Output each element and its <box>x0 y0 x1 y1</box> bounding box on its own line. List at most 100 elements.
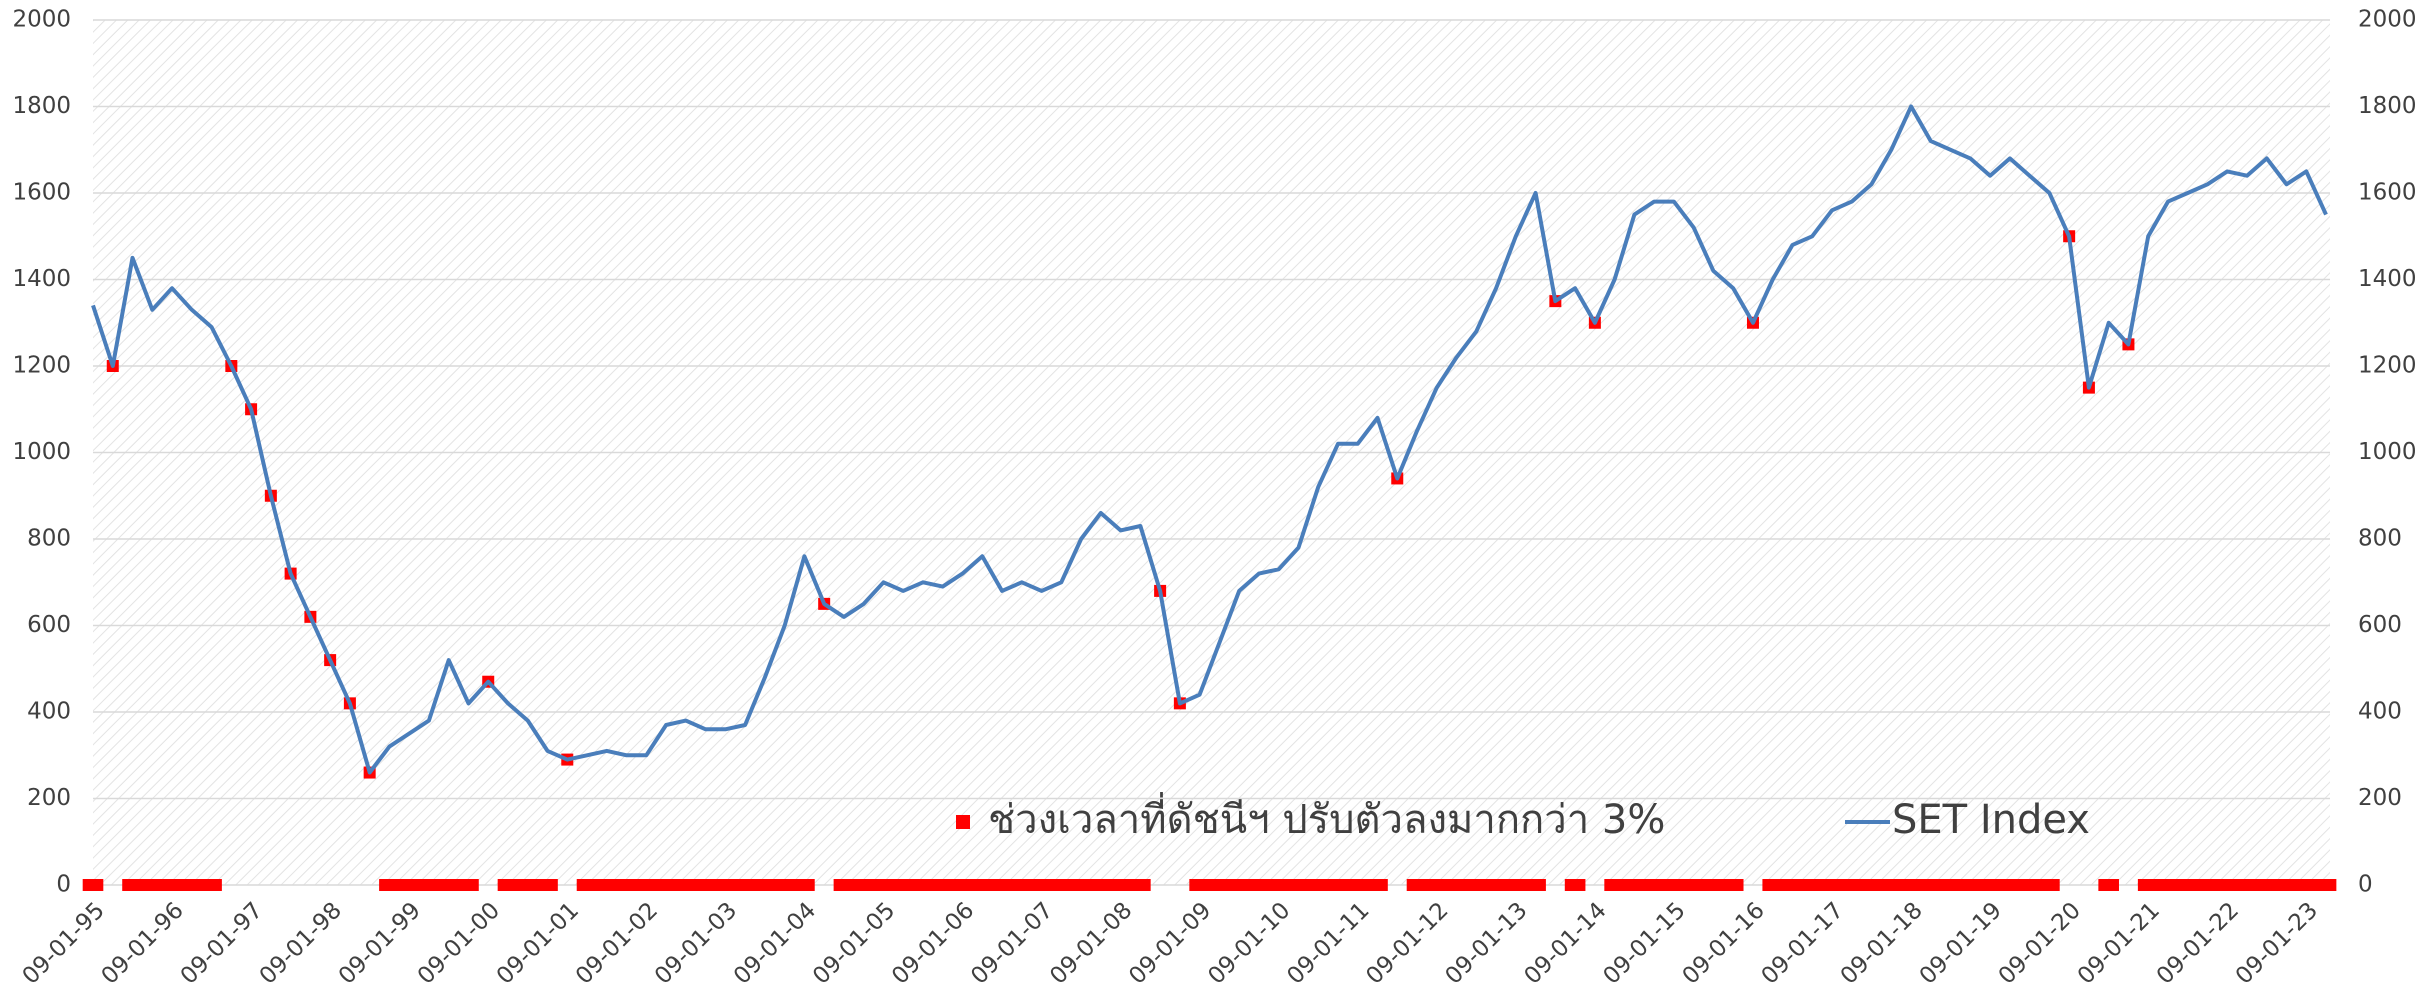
drop-marker <box>1130 879 1151 891</box>
drop-marker <box>141 879 163 891</box>
y2-tick-label: 1600 <box>2358 180 2417 206</box>
y2-tick-label: 1800 <box>2358 93 2417 119</box>
drop-marker <box>1643 879 1665 891</box>
y2-tick-label: 200 <box>2358 785 2402 811</box>
drop-marker <box>715 879 736 891</box>
y-tick-label: 0 <box>56 872 71 898</box>
drop-marker <box>754 879 776 891</box>
x-tick-label: 09-01-23 <box>2231 897 2323 984</box>
drop-marker <box>1505 879 1527 891</box>
y-tick-label: 1400 <box>12 266 71 292</box>
drop-marker <box>2039 879 2060 891</box>
y2-tick-label: 400 <box>2358 699 2402 725</box>
y-tick-label: 600 <box>27 612 71 638</box>
drop-marker <box>833 879 855 891</box>
drop-marker <box>1090 879 1112 891</box>
legend-label: ช่วงเวลาที่ดัชนีฯ ปรับตัวลงมากกว่า 3% <box>988 792 1665 843</box>
drop-marker <box>695 879 716 891</box>
drop-marker <box>181 879 203 891</box>
drop-marker <box>1604 879 1625 891</box>
drop-marker <box>1307 879 1329 891</box>
drop-marker <box>1189 879 1210 891</box>
drop-marker <box>1564 879 1586 891</box>
drop-marker <box>1841 879 1863 891</box>
y-tick-label: 1000 <box>12 439 71 465</box>
y2-tick-label: 1000 <box>2358 439 2417 465</box>
y2-tick-label: 1400 <box>2358 266 2417 292</box>
drop-marker <box>1624 879 1645 891</box>
drop-marker <box>1327 879 1349 891</box>
drop-marker <box>1960 879 1981 891</box>
y-tick-label: 1600 <box>12 180 71 206</box>
drop-marker <box>774 879 795 891</box>
drop-marker <box>853 879 875 891</box>
drop-marker <box>1051 879 1072 891</box>
drop-marker <box>1347 879 1369 891</box>
y2-tick-label: 0 <box>2358 872 2373 898</box>
drop-marker <box>873 879 894 891</box>
drop-marker <box>2019 879 2040 891</box>
drop-marker <box>82 879 104 891</box>
drop-marker <box>1683 879 1704 891</box>
drop-marker <box>517 879 539 891</box>
drop-marker <box>655 879 677 891</box>
drop-marker <box>1900 879 1922 891</box>
y-tick-label: 1200 <box>12 353 71 379</box>
y-tick-label: 2000 <box>12 7 71 33</box>
y-tick-label: 1800 <box>12 93 71 119</box>
drop-marker <box>1979 879 2001 891</box>
drop-marker <box>201 879 222 891</box>
drop-marker <box>1801 879 1823 891</box>
drop-marker <box>418 879 440 891</box>
drop-marker <box>1762 879 1784 891</box>
drop-marker <box>1446 879 1467 891</box>
index-line <box>91 104 2328 775</box>
drop-marker <box>576 879 598 891</box>
drop-marker <box>971 879 993 891</box>
y-tick-label: 200 <box>27 785 71 811</box>
drop-marker <box>122 879 143 891</box>
drop-marker <box>2276 879 2297 891</box>
drop-marker <box>1722 879 1744 891</box>
drop-marker <box>2216 879 2238 891</box>
drop-marker <box>2236 879 2258 891</box>
drop-marker <box>636 879 657 891</box>
drop-marker <box>1920 879 1942 891</box>
drop-marker <box>734 879 756 891</box>
drop-marker <box>1703 879 1724 891</box>
y2-tick-label: 600 <box>2358 612 2402 638</box>
drop-marker <box>794 879 815 891</box>
drop-marker <box>616 879 637 891</box>
drop-marker <box>1525 879 1546 891</box>
drop-marker <box>1465 879 1487 891</box>
drop-marker <box>1940 879 1961 891</box>
y2-tick-label: 800 <box>2358 526 2402 552</box>
drop-marker <box>991 879 1013 891</box>
drop-marker <box>1209 879 1230 891</box>
drop-marker <box>1782 879 1803 891</box>
drop-marker <box>1228 879 1250 891</box>
y-tick-label: 400 <box>27 699 71 725</box>
drop-marker <box>2137 879 2159 891</box>
drop-marker <box>2177 879 2199 891</box>
y2-tick-label: 2000 <box>2358 7 2417 33</box>
drop-marker <box>1406 879 1428 891</box>
y-tick-label: 800 <box>27 526 71 552</box>
y2-tick-label: 1200 <box>2358 353 2417 379</box>
drop-marker <box>2315 879 2337 891</box>
drop-marker <box>1821 879 1843 891</box>
drop-marker <box>537 879 558 891</box>
drop-marker <box>438 879 460 891</box>
drop-marker <box>1426 879 1448 891</box>
drop-marker <box>1248 879 1270 891</box>
drop-marker <box>1880 879 1902 891</box>
drop-marker <box>892 879 914 891</box>
legend-marker <box>956 815 970 829</box>
drop-marker <box>1485 879 1507 891</box>
drop-marker <box>1288 879 1309 891</box>
drop-marker <box>1070 879 1092 891</box>
drop-marker <box>952 879 973 891</box>
drop-marker <box>1999 879 2021 891</box>
drop-marker <box>497 879 519 891</box>
drop-marker <box>1011 879 1033 891</box>
